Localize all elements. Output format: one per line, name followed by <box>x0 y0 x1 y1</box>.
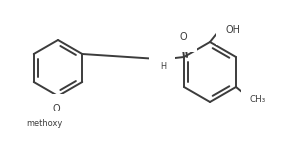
Text: N: N <box>158 54 166 64</box>
Text: methoxy: methoxy <box>26 120 62 128</box>
Text: H: H <box>160 61 166 71</box>
Text: O: O <box>52 104 60 114</box>
Text: OH: OH <box>226 25 241 35</box>
Text: O: O <box>179 32 187 42</box>
Text: CH₃: CH₃ <box>250 96 266 105</box>
